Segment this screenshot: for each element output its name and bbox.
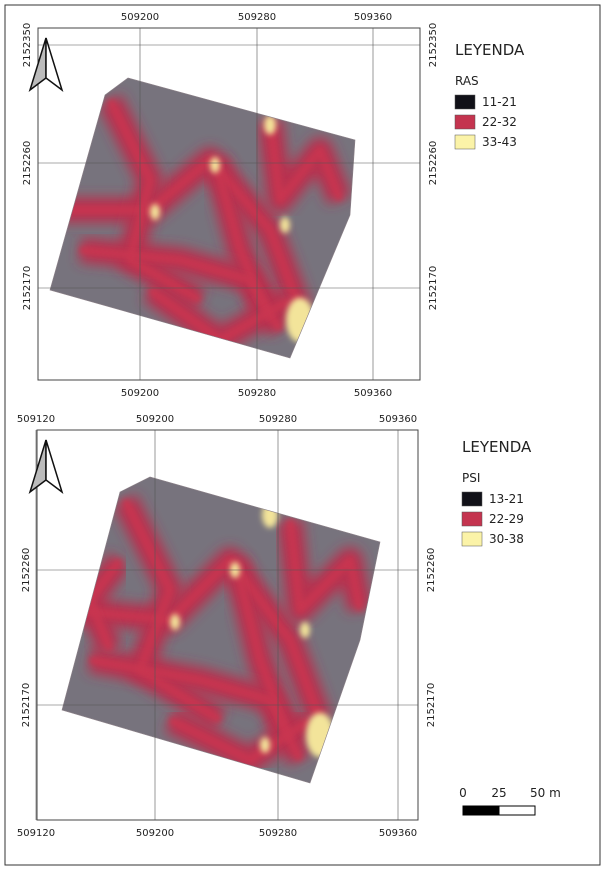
coord-label: 2152170 [426,683,437,728]
legend-swatch [461,491,483,507]
scale-label: 0 [459,786,467,800]
map-2: 509120 509200 509280 509360 509120 509200 5092… [17,414,532,839]
raster-outline [61,476,381,784]
coord-label: 509200 [121,388,159,399]
raster-high-core [60,156,304,312]
legend-swatch [454,134,476,150]
coord-label: 2152260 [21,548,32,593]
map-1: 509200 509280 509360 509200 509280 509360 2152… [22,12,525,399]
scale-segment-black [462,805,500,816]
raster-high-core [79,246,284,332]
raster-high-core [89,656,304,762]
coord-label: 509280 [238,12,276,23]
coord-label: 509280 [238,388,276,399]
coord-label: 509120 [17,828,55,839]
legend-swatch [454,94,476,110]
scale-label: 25 [491,786,506,800]
legend-variable: RAS [455,74,479,88]
legend-variable: PSI [462,471,480,485]
legend-label: 11-21 [482,95,517,109]
legend-label: 22-29 [489,512,524,526]
raster-peak [170,614,180,630]
coord-label: 509200 [121,12,159,23]
raster-peak [264,115,276,135]
raster-peak [210,157,220,173]
raster-peak [150,204,160,220]
coord-label: 509200 [136,414,174,425]
raster-peak [260,737,270,753]
raster-high-core [286,519,364,614]
legend-swatch [461,531,483,547]
coord-label: 509120 [17,414,55,425]
scale-segment-white [498,805,536,816]
coord-label: 2152170 [428,266,439,311]
coord-label: 2152170 [22,266,33,311]
coord-label: 2152350 [428,23,439,68]
coord-label: 2152260 [426,548,437,593]
coord-label: 509360 [379,414,417,425]
legend-label: 22-32 [482,115,517,129]
coord-label: 509360 [354,12,392,23]
north-arrow-right [45,37,64,92]
legend-swatch [454,114,476,130]
coord-label: 2152350 [22,23,33,68]
coord-label: 2152260 [428,141,439,186]
raster-high-core [69,556,324,722]
coord-label: 2152260 [22,141,33,186]
legend-title: LEYENDA [455,41,525,59]
scale-bar: 0 25 50 m [459,786,561,816]
sheet-border [4,4,601,866]
coord-label: 509280 [259,828,297,839]
coord-label: 2152170 [21,683,32,728]
legend-label: 13-21 [489,492,524,506]
coord-label: 509360 [379,828,417,839]
coord-label: 509360 [354,388,392,399]
scale-label: 50 m [530,786,561,800]
raster-high-core [266,119,344,204]
legend-label: 30-38 [489,532,524,546]
raster-peak [280,217,290,233]
coord-label: 509280 [259,414,297,425]
legend-swatch [461,511,483,527]
raster-high-core [168,716,312,764]
coord-label: 509200 [136,828,174,839]
raster-outline [49,77,356,359]
legend-title: LEYENDA [462,438,532,456]
raster-peak [300,622,310,638]
north-arrow-right [45,439,64,494]
legend-label: 33-43 [482,135,517,149]
